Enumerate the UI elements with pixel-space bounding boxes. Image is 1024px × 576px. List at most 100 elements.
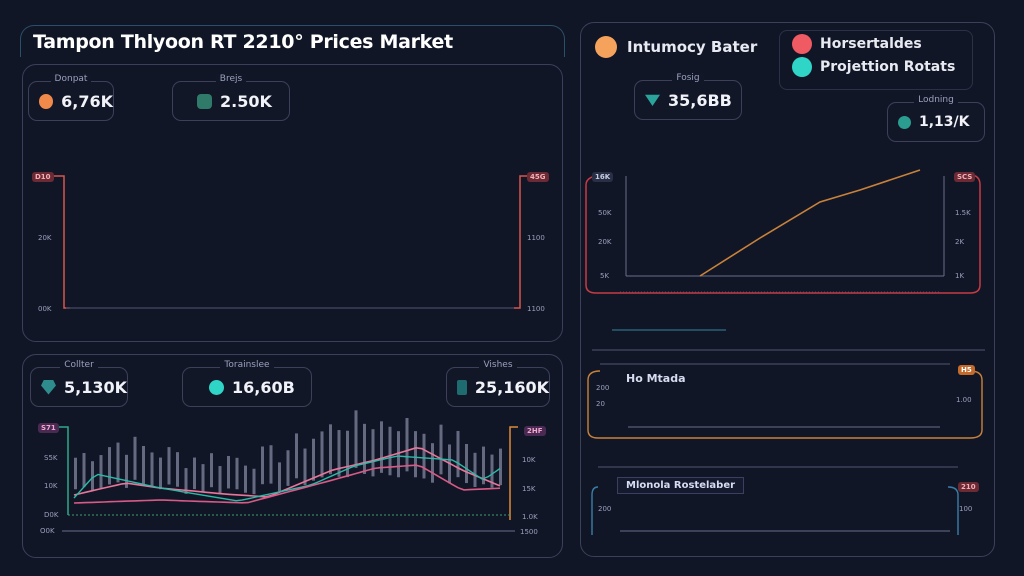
volume-bar xyxy=(388,426,392,476)
cyan-dot-icon xyxy=(209,379,224,395)
volume-bar xyxy=(499,448,502,486)
volume-bar xyxy=(176,452,179,487)
volume-bar xyxy=(150,452,154,487)
legend-box xyxy=(779,30,973,90)
stat-card-vishes[interactable]: Vishes 25,160K xyxy=(446,360,550,407)
y-right-tick: 1100 xyxy=(527,305,545,313)
main-candlestick-panel xyxy=(22,64,563,342)
y-right-top-tag: 45G xyxy=(527,172,549,182)
volume-bar xyxy=(269,445,273,484)
stat-card-brejs[interactable]: Brejs 2.50K xyxy=(172,74,290,121)
chart-frame xyxy=(585,174,981,294)
volume-bar xyxy=(363,423,366,474)
orange-dot-icon xyxy=(595,36,617,58)
mini2-tag: 210 xyxy=(958,482,979,492)
volume-bar xyxy=(210,453,213,488)
title-frame xyxy=(20,25,565,57)
mini1-tag: H5 xyxy=(958,365,975,375)
volume-bar xyxy=(99,455,103,489)
right-axis-bracket xyxy=(509,426,518,520)
volume-bar xyxy=(354,410,358,468)
mini2-frame-right xyxy=(947,486,959,535)
volume-bar xyxy=(405,417,409,472)
volume-bar xyxy=(473,452,477,488)
mini2-y-tick: 200 xyxy=(598,505,612,513)
volume-bar xyxy=(490,454,494,488)
red-dot-icon xyxy=(792,34,812,54)
mini2-frame-left xyxy=(591,486,599,535)
volume-bar xyxy=(329,424,332,475)
y-left-tick: 00K xyxy=(38,305,52,313)
stat-value: 16,60B xyxy=(232,377,295,397)
teal-triangle-down-icon xyxy=(645,94,660,106)
y-right-top-tag: 2HF xyxy=(524,426,546,436)
stat-card-torainslee[interactable]: Torainslee 16,60B xyxy=(182,360,312,407)
mini1-frame xyxy=(587,370,983,439)
stat-value: 35,6BB xyxy=(668,90,732,110)
volume-bar xyxy=(91,461,94,491)
volume-panel xyxy=(22,354,563,558)
teal-dot-icon xyxy=(898,115,911,129)
stat-card-lodning[interactable]: Lodning 1,13/K xyxy=(887,95,985,142)
left-axis-bracket xyxy=(58,426,69,515)
stat-value: 6,76K xyxy=(61,91,113,111)
stat-label: Donpat xyxy=(50,74,92,84)
teal-card-icon xyxy=(457,379,467,395)
volume-bar xyxy=(465,443,468,484)
stat-card-collter[interactable]: Collter 5,130K xyxy=(30,360,128,407)
legend-main[interactable]: Intumocy Bater xyxy=(595,36,757,58)
y-right-tick: 15K xyxy=(522,485,536,493)
volume-bar xyxy=(312,438,315,481)
mini1-y-tick: 20 xyxy=(596,400,605,408)
mini2-right-tick: 100 xyxy=(959,505,973,513)
y-left-bottom: O0K xyxy=(40,527,55,535)
y-left-tick: 20K xyxy=(38,234,52,242)
volume-bar xyxy=(456,430,460,478)
series-line-pink xyxy=(73,446,501,498)
stat-value: 25,160K xyxy=(474,377,549,397)
y-right-top-tag: SCS xyxy=(954,172,976,182)
volume-bar xyxy=(295,433,298,479)
y-left-tick: D0K xyxy=(44,511,59,519)
volume-bar xyxy=(159,457,162,490)
volume-bar xyxy=(414,431,417,478)
y-right-tick: 10K xyxy=(522,456,536,464)
volume-bar xyxy=(278,462,281,492)
volume-bar xyxy=(431,443,434,483)
y-right-tick: 1.0K xyxy=(522,513,538,521)
trend-line xyxy=(699,169,921,277)
y-right-tick: 1K xyxy=(955,272,965,280)
mini1-right-tick: 1.00 xyxy=(956,396,972,404)
volume-bar xyxy=(320,431,324,478)
volume-bar xyxy=(142,446,145,484)
volume-bar xyxy=(108,447,111,485)
stat-value: 1,13/K xyxy=(919,114,970,130)
volume-bar xyxy=(82,453,86,488)
mini1-title: Ho Mtada xyxy=(626,372,686,385)
y-left-tick: 10K xyxy=(44,482,58,490)
volume-bar xyxy=(184,468,188,494)
volume-bar xyxy=(380,421,383,473)
volume-bar xyxy=(125,454,128,488)
volume-bar xyxy=(167,447,171,485)
legend-label: Intumocy Bater xyxy=(627,38,758,56)
y-left-tick: 50K xyxy=(598,209,612,217)
cyan-dot-icon xyxy=(792,57,812,77)
stat-card-fosig[interactable]: Fosig 35,6BB xyxy=(634,73,742,120)
page-title: Tampon Thlyoon RT 2210° Prices Market xyxy=(33,31,453,53)
volume-bar xyxy=(74,457,77,490)
legend-label: Horsertaldes xyxy=(820,36,922,52)
stat-card-donpat[interactable]: Donpat 6,76K xyxy=(28,74,114,121)
volume-bar xyxy=(261,446,264,485)
green-square-icon xyxy=(197,93,212,109)
volume-bar xyxy=(244,465,247,493)
stat-label: Brejs xyxy=(215,74,247,84)
series-line-magenta xyxy=(73,464,501,504)
volume-bar xyxy=(439,424,443,475)
legend-item-projettion[interactable]: Projettion Rotats xyxy=(792,57,955,77)
mini2-title: Mlonola Rostelaber xyxy=(617,477,745,494)
legend-item-horsertaldes[interactable]: Horsertaldes xyxy=(792,34,922,54)
volume-bar xyxy=(193,457,196,490)
volume-bar xyxy=(303,448,307,486)
